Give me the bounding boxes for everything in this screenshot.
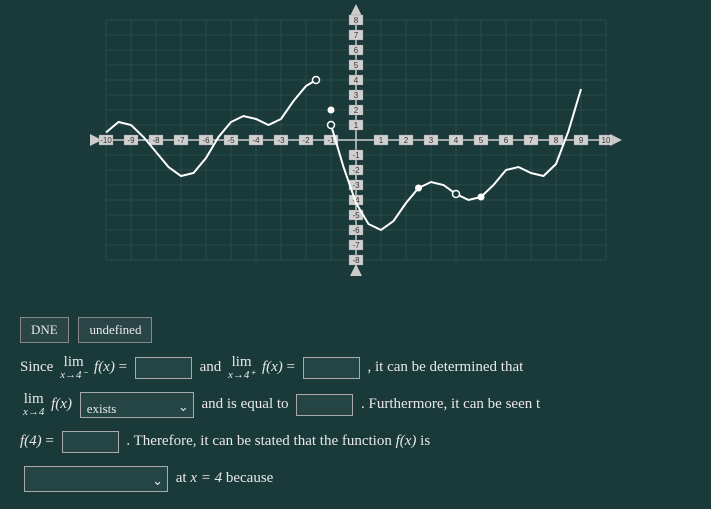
svg-text:-10: -10 [100,136,112,145]
svg-text:-5: -5 [227,136,235,145]
svg-text:-3: -3 [277,136,285,145]
dne-button[interactable]: DNE [20,317,69,343]
text-furthermore: . Furthermore, it can be seen t [361,396,540,412]
svg-text:-6: -6 [352,226,360,235]
blank-f4[interactable] [62,431,119,453]
svg-text:6: 6 [353,46,358,55]
text-and-1: and [200,359,222,375]
limit-left: lim x→4⁻ [60,355,87,381]
blank-limit-value[interactable] [296,394,353,416]
svg-text:-4: -4 [252,136,260,145]
text-and-equal: and is equal to [201,396,288,412]
question-panel: DNE undefined Since lim x→4⁻ f(x) = and … [0,300,711,509]
svg-text:-6: -6 [202,136,210,145]
line-1: Since lim x→4⁻ f(x) = and lim x→4⁺ f(x) … [20,351,691,384]
svg-text:5: 5 [353,61,358,70]
svg-text:-1: -1 [352,151,360,160]
fx-1: f(x) [94,359,115,375]
text-therefore: . Therefore, it can be stated that the f… [126,433,391,449]
select-continuity[interactable] [24,466,168,492]
svg-text:1: 1 [353,121,358,130]
text-at: at [176,470,187,486]
svg-text:10: 10 [601,136,610,145]
line-4: at x = 4 because [20,462,691,495]
svg-text:3: 3 [428,136,433,145]
svg-text:-8: -8 [152,136,160,145]
text-is: is [420,433,430,449]
text-since: Since [20,359,53,375]
x-eq-4: x = 4 [190,470,222,486]
helper-buttons: DNE undefined [20,314,691,347]
eq-2: = [287,359,295,375]
fx-3: f(x) [51,396,72,412]
svg-text:7: 7 [528,136,533,145]
svg-text:-2: -2 [302,136,310,145]
svg-text:8: 8 [553,136,558,145]
svg-text:9: 9 [578,136,583,145]
svg-text:-7: -7 [177,136,185,145]
line-2: lim x→4 f(x) exists and is equal to . Fu… [20,388,691,421]
svg-text:5: 5 [478,136,483,145]
svg-text:2: 2 [353,106,358,115]
svg-text:-8: -8 [352,256,360,265]
graph-svg: -10 -9 -8 -7 -6 -5 -4 -3 -2 -1 1 2 3 4 5 6 7 8 9 10 -8 -7 -6 -5… [86,0,626,280]
text-because: because [226,470,273,486]
svg-text:-9: -9 [127,136,135,145]
svg-text:8: 8 [353,16,358,25]
graph-panel: -10 -9 -8 -7 -6 -5 -4 -3 -2 -1 1 2 3 4 5 6 7 8 9 10 -8 -7 -6 -5… [86,0,626,280]
svg-text:4: 4 [353,76,358,85]
svg-text:6: 6 [503,136,508,145]
limit-right: lim x→4⁺ [228,355,255,381]
limit-both: lim x→4 [23,392,44,418]
line-3: f(4) = . Therefore, it can be stated tha… [20,425,691,458]
svg-text:7: 7 [353,31,358,40]
svg-text:-7: -7 [352,241,360,250]
blank-right-limit[interactable] [303,357,360,379]
undefined-button[interactable]: undefined [78,317,152,343]
svg-text:-5: -5 [352,211,360,220]
svg-text:-2: -2 [352,166,360,175]
svg-text:-3: -3 [352,181,360,190]
svg-text:4: 4 [453,136,458,145]
svg-text:1: 1 [378,136,383,145]
fx-4: f(x) [396,433,417,449]
eq-1: = [119,359,127,375]
text-determined: , it can be determined that [368,359,524,375]
svg-text:3: 3 [353,91,358,100]
blank-left-limit[interactable] [135,357,192,379]
svg-text:2: 2 [403,136,408,145]
f4-label: f(4) [20,433,42,449]
eq-3: = [45,433,53,449]
fx-2: f(x) [262,359,283,375]
select-exists[interactable]: exists [80,392,194,418]
